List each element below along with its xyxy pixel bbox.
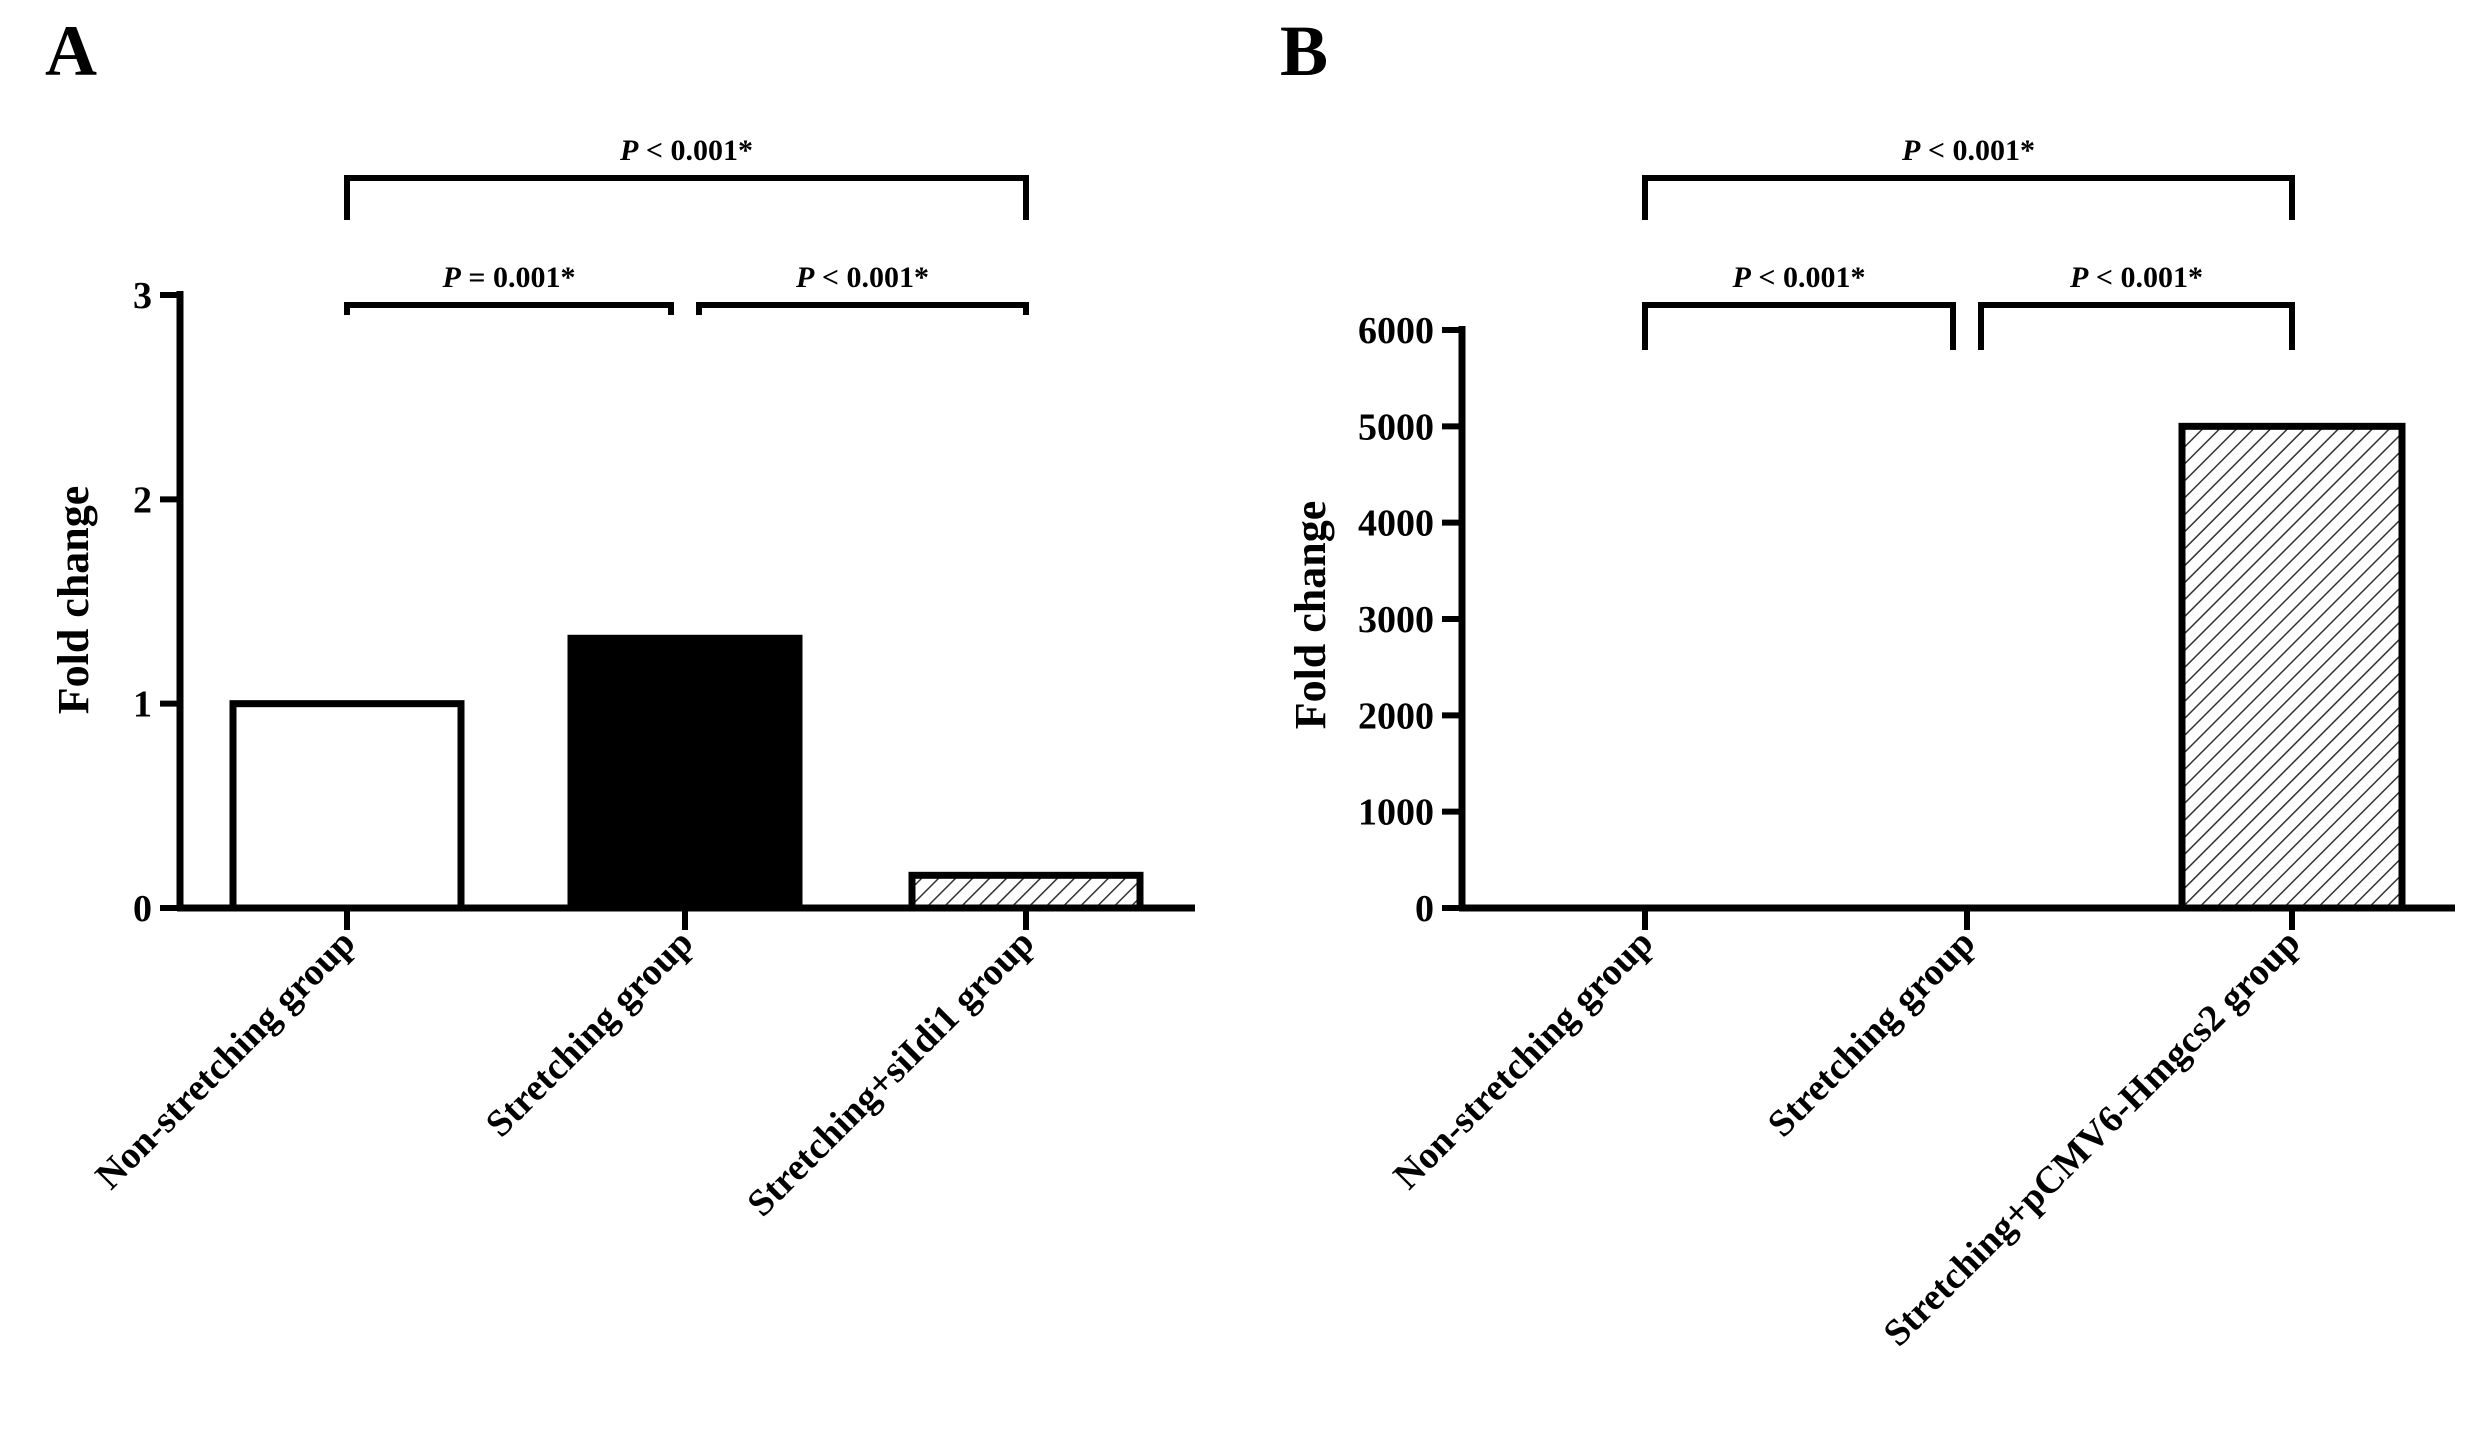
- p-value-text: < 0.001*: [638, 134, 753, 167]
- y-axis-title-a: Fold change: [49, 486, 98, 715]
- bar-a-1: [229, 700, 465, 912]
- p-symbol: P: [1901, 134, 1921, 167]
- panel-letter-b: B: [1280, 11, 1328, 91]
- panel-letter-a: A: [45, 11, 97, 91]
- y-tick-label-b-0: 0: [1415, 888, 1434, 930]
- p-symbol: P: [795, 261, 815, 294]
- significance-bracket-a-1: [344, 302, 674, 315]
- p-symbol: P: [619, 134, 639, 167]
- bar-b-3: [2178, 422, 2406, 912]
- p-value-text: < 0.001*: [2088, 261, 2203, 294]
- y-tick-label-b-5000: 5000: [1358, 406, 1434, 448]
- category-label-a-1: Non-stretching group: [88, 922, 364, 1198]
- panel-a: A 0 1 2 3 Fold change Non-stretching group Stre…: [45, 11, 1195, 1225]
- significance-bracket-a-3: [344, 175, 1029, 220]
- p-value-label-a-1: P = 0.001*: [442, 261, 576, 294]
- y-tick-label-a-0: 0: [133, 888, 152, 930]
- y-tick-label-b-2000: 2000: [1358, 695, 1434, 737]
- significance-bracket-a-2: [696, 302, 1029, 315]
- category-label-a-2: Stretching group: [478, 922, 702, 1146]
- p-symbol: P: [2069, 261, 2089, 294]
- p-value-text: < 0.001*: [814, 261, 929, 294]
- p-value-label-a-2: P < 0.001*: [795, 261, 929, 294]
- y-tick-label-b-6000: 6000: [1358, 310, 1434, 352]
- significance-bracket-b-3: [1642, 175, 2295, 220]
- p-value-text: < 0.001*: [1920, 134, 2035, 167]
- category-label-a-3: Stretching+siIdi1 group: [739, 922, 1042, 1225]
- bar-a-2: [567, 634, 803, 912]
- p-value-label-b-2: P < 0.001*: [2069, 261, 2203, 294]
- y-tick-label-b-4000: 4000: [1358, 503, 1434, 545]
- category-label-b-2: Stretching group: [1760, 922, 1984, 1146]
- p-symbol: P: [1732, 261, 1752, 294]
- bar-a-3: [908, 871, 1144, 912]
- significance-bracket-b-1: [1642, 302, 1956, 350]
- y-tick-label-a-2: 2: [133, 479, 152, 521]
- p-value-label-a-3: P < 0.001*: [619, 134, 753, 167]
- y-axis-title-b: Fold change: [1286, 501, 1335, 730]
- p-value-text: = 0.001*: [461, 261, 576, 294]
- y-tick-label-a-3: 3: [133, 275, 152, 317]
- p-value-label-b-1: P < 0.001*: [1732, 261, 1866, 294]
- y-tick-label-b-1000: 1000: [1358, 792, 1434, 834]
- category-label-b-1: Non-stretching group: [1386, 922, 1662, 1198]
- y-tick-label-b-3000: 3000: [1358, 599, 1434, 641]
- significance-bracket-b-2: [1978, 302, 2295, 350]
- y-tick-label-a-1: 1: [133, 684, 152, 726]
- panel-b: B 0 1000 2000 3000 4000 5000 6000 Fold change Non…: [1280, 11, 2455, 1355]
- p-symbol: P: [442, 261, 462, 294]
- p-value-label-b-3: P < 0.001*: [1901, 134, 2035, 167]
- p-value-text: < 0.001*: [1751, 261, 1866, 294]
